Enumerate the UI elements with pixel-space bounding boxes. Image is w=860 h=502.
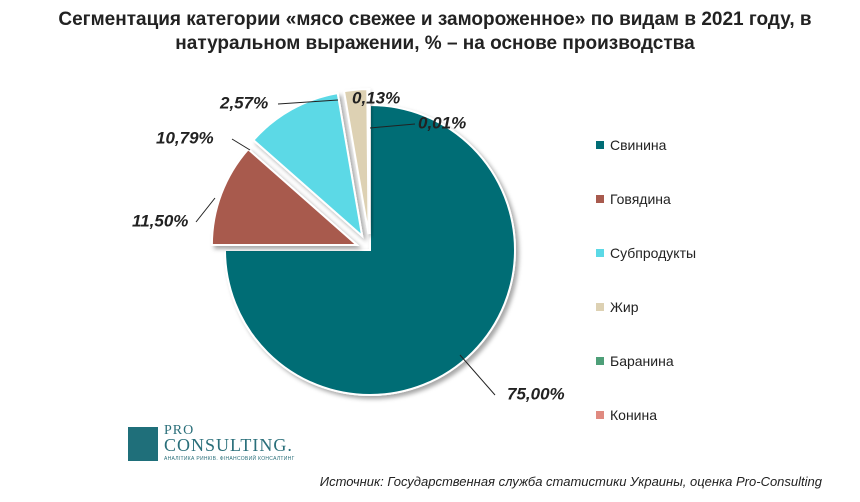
logo-pro-text: PRO bbox=[164, 423, 195, 438]
legend-item: Свинина bbox=[596, 118, 796, 172]
legend-item: Субпродукты bbox=[596, 226, 796, 280]
pie-slice-1 bbox=[223, 103, 516, 396]
data-label-4: 2,57% bbox=[219, 93, 268, 112]
legend-label: Субпродукты bbox=[610, 245, 697, 261]
legend-label: Жир bbox=[610, 299, 639, 315]
data-label-5: 0,13% bbox=[352, 88, 400, 107]
legend-swatch bbox=[596, 195, 604, 203]
pie-slice-4 bbox=[342, 88, 370, 235]
legend-label: Баранина bbox=[610, 353, 674, 369]
leader-line-6 bbox=[369, 123, 416, 129]
leader-line-3 bbox=[231, 138, 251, 151]
source-note: Источник: Государственная служба статист… bbox=[319, 474, 822, 489]
legend-label: Конина bbox=[610, 407, 658, 423]
legend: Свинина Говядина Субпродукты Жир Баранина Кон… bbox=[596, 118, 796, 442]
legend-label: Говядина bbox=[610, 191, 671, 207]
legend-item: Конина bbox=[596, 388, 796, 442]
legend-item: Говядина bbox=[596, 172, 796, 226]
leader-line-1 bbox=[459, 354, 496, 396]
leader-line-4 bbox=[277, 99, 339, 105]
legend-label: Свинина bbox=[610, 137, 667, 153]
legend-swatch bbox=[596, 303, 604, 311]
data-label-2: 11,50% bbox=[132, 211, 188, 230]
data-label-6: 0,01% bbox=[418, 113, 466, 132]
pro-consulting-logo: PRO CONSULTING. Аналітика ринків. Фінанс… bbox=[128, 423, 328, 465]
legend-swatch bbox=[596, 249, 604, 257]
legend-item: Жир bbox=[596, 280, 796, 334]
legend-item: Баранина bbox=[596, 334, 796, 388]
pie-slice-2 bbox=[210, 147, 360, 247]
horse-logo-icon bbox=[128, 427, 158, 461]
chart-title: Сегментация категории «мясо свежее и зам… bbox=[58, 9, 812, 54]
legend-swatch bbox=[596, 411, 604, 419]
data-label-1: 75,00% bbox=[507, 384, 565, 403]
data-label-3: 10,79% bbox=[156, 128, 214, 147]
legend-swatch bbox=[596, 141, 604, 149]
logo-name-text: CONSULTING. bbox=[164, 435, 293, 455]
pie-slice-3 bbox=[252, 91, 364, 239]
logo-tagline: Аналітика ринків. Фінансовий консалтинг bbox=[164, 456, 295, 462]
leader-line-2 bbox=[195, 197, 216, 223]
legend-swatch bbox=[596, 357, 604, 365]
